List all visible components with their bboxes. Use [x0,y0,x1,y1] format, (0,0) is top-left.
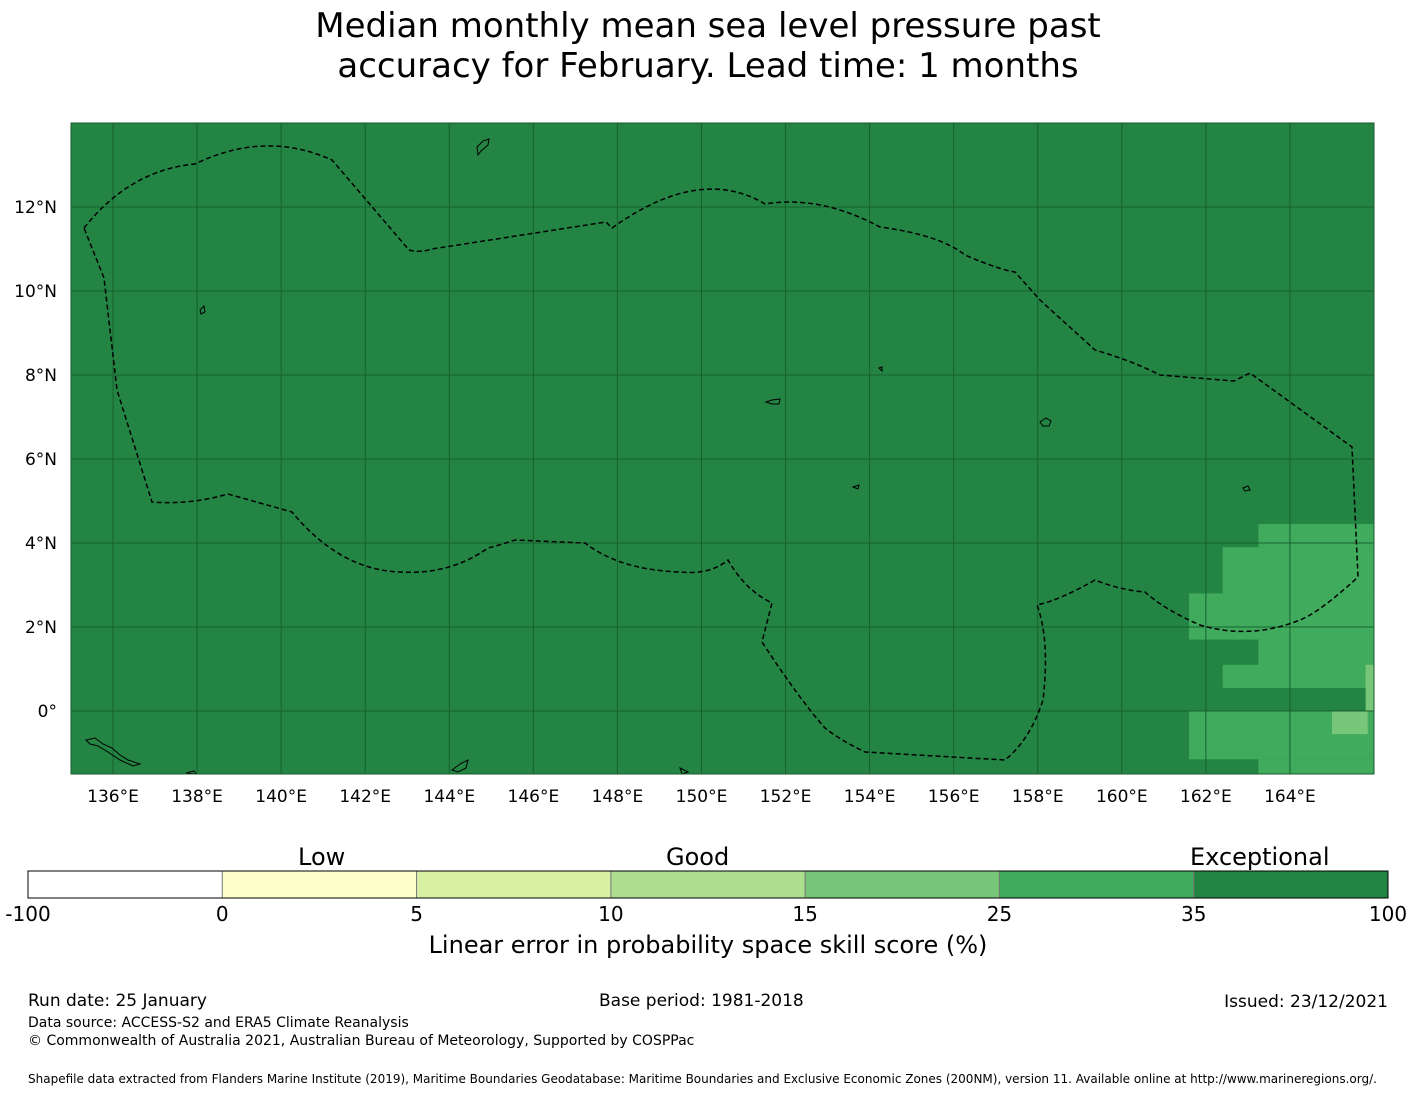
skill-cell [1331,711,1368,735]
skill-cell [1222,547,1374,594]
colorbar-tick-label: 0 [215,902,229,926]
skill-cell [1222,664,1366,688]
eez-boundary [83,145,1359,761]
issued-date: Issued: 23/12/2021 [1224,992,1388,1012]
lon-tick-label: 156°E [928,787,980,807]
colorbar-tick-label: 100 [1368,902,1408,926]
colorbar-tick-label: 5 [410,902,423,926]
title-line-1: Median monthly mean sea level pressure p… [315,6,1101,46]
lon-tick-label: 142°E [339,787,391,807]
lon-tick-label: 136°E [87,787,139,807]
skill-cell [1365,664,1374,711]
colorbar-segment [28,871,223,898]
title-line-2: accuracy for February. Lead time: 1 mont… [337,46,1079,86]
lon-tick-label: 150°E [676,787,728,807]
colorbar-tick-label: 35 [1180,902,1207,926]
island-outline [1242,485,1251,492]
lon-tick-label: 138°E [171,787,223,807]
data-source: Data source: ACCESS-S2 and ERA5 Climate … [28,1015,409,1031]
island-outline [450,759,469,773]
lat-tick-label: 10°N [14,282,57,302]
island-outline [85,737,142,767]
island-outline [764,398,781,405]
lon-tick-label: 158°E [1012,787,1064,807]
lon-tick-label: 164°E [1264,787,1316,807]
lat-tick-label: 8°N [25,366,57,386]
island-outline [1039,417,1052,427]
island-outline [851,484,860,490]
category-low: Low [298,843,346,871]
lat-tick-label: 2°N [25,618,57,638]
skill-cell [1258,524,1374,548]
lon-tick-label: 160°E [1096,787,1148,807]
colorbar-tick-label: 25 [986,902,1013,926]
lon-tick-label: 152°E [760,787,812,807]
island-outline [679,767,690,775]
map-frame [70,122,1375,775]
colorbar-outline [27,870,1389,899]
lon-tick-label: 144°E [423,787,475,807]
colorbar-segment [416,871,611,898]
island-outline [878,366,883,373]
skill-cell [1189,593,1374,640]
lon-tick-label: 140°E [255,787,307,807]
lat-tick-label: 6°N [25,450,57,470]
colorbar-tick-label: 15 [792,902,818,926]
colorbar-tick-label: -100 [5,902,51,926]
lat-tick-label: 12°N [14,198,57,218]
lat-tick-label: 4°N [25,534,57,554]
colorbar-label: Linear error in probability space skill … [428,931,988,959]
base-period: Base period: 1981-2018 [599,991,804,1011]
skill-background [71,123,1374,774]
lon-tick-label: 154°E [844,787,896,807]
colorbar-tick-label: 10 [598,902,624,926]
shapefile-credit: Shapefile data extracted from Flanders M… [28,1072,1377,1086]
colorbar-segment [1193,871,1388,898]
lon-tick-label: 162°E [1180,787,1232,807]
island-outline [199,304,206,315]
chart-title: Median monthly mean sea level pressure p… [0,6,1416,86]
colorbar-segment [610,871,806,898]
run-date: Run date: 25 January [28,991,207,1011]
skill-cell [1258,759,1374,774]
category-good: Good [666,843,730,871]
colorbar-segment [999,871,1194,898]
colorbar-segment [222,871,417,898]
island-outline [476,138,490,157]
lon-tick-label: 148°E [592,787,644,807]
lon-tick-label: 146°E [508,787,560,807]
lat-tick-label: 0° [38,702,57,722]
category-exceptional: Exceptional [1190,843,1330,871]
copyright: © Commonwealth of Australia 2021, Austra… [28,1033,695,1049]
colorbar-segment [805,871,1000,898]
